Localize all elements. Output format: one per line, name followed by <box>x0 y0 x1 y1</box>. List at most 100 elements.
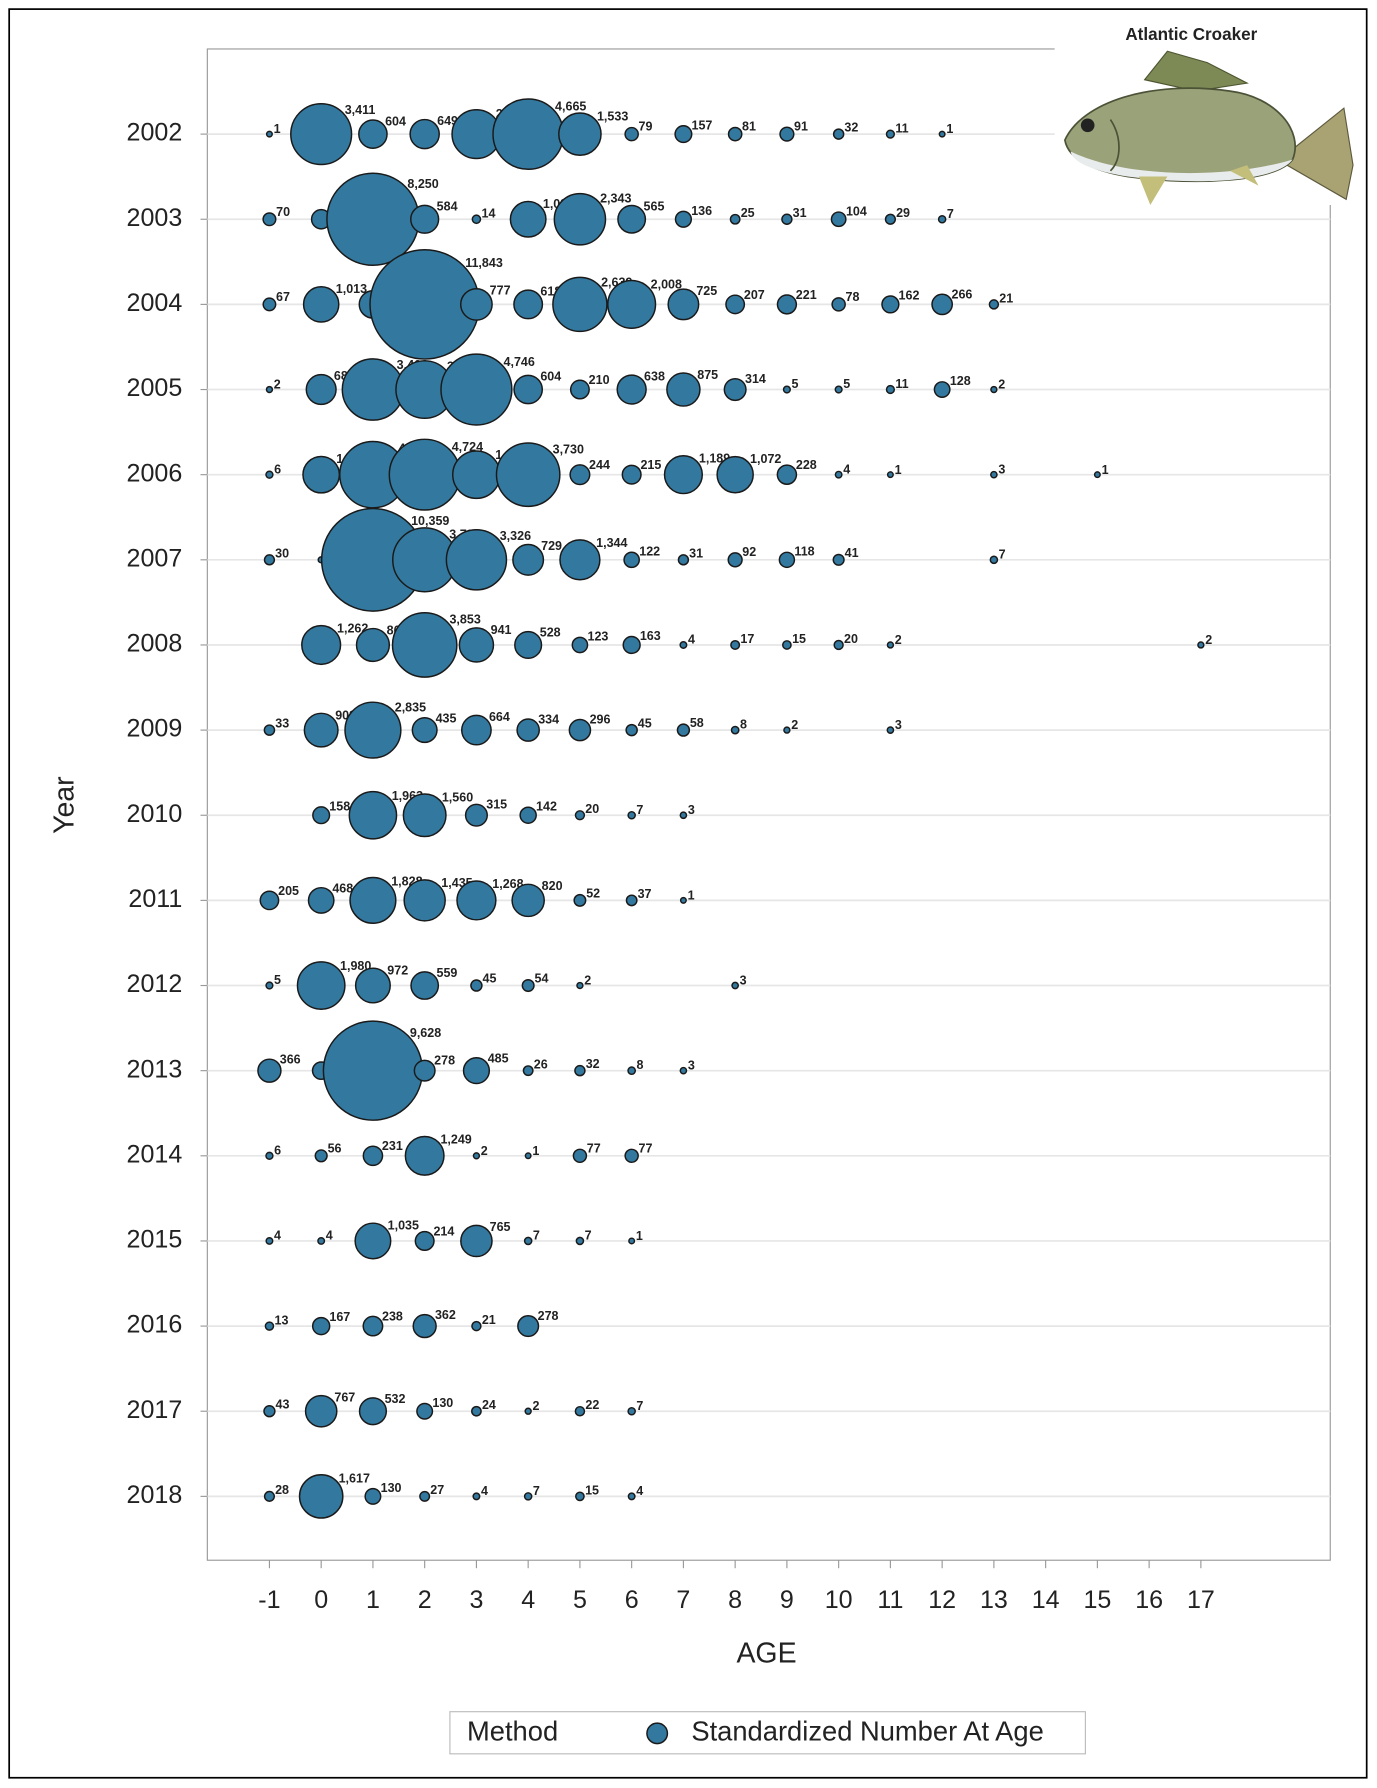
x-tick-label: 3 <box>469 1586 483 1614</box>
data-label: 2 <box>533 1399 540 1413</box>
bubble <box>779 126 795 142</box>
bubble <box>358 119 388 149</box>
data-label: 8 <box>636 1058 643 1072</box>
bubble <box>627 1492 636 1501</box>
bubble <box>470 979 483 992</box>
data-label: 767 <box>334 1390 355 1404</box>
bubble <box>783 726 791 734</box>
bubble <box>617 204 647 234</box>
data-label: 22 <box>585 1398 599 1412</box>
data-label: 231 <box>382 1139 403 1153</box>
bubble <box>723 377 747 402</box>
data-label: 210 <box>589 373 610 387</box>
data-label: 5 <box>792 377 799 391</box>
legend-marker <box>646 1722 669 1745</box>
data-label: 366 <box>280 1053 301 1067</box>
data-label: 81 <box>742 120 756 134</box>
data-label: 136 <box>691 204 712 218</box>
data-label: 2 <box>895 633 902 647</box>
data-label: 315 <box>486 798 507 812</box>
x-tick-label: 2 <box>418 1586 432 1614</box>
x-tick-label: 15 <box>1083 1586 1111 1614</box>
data-label: 7 <box>636 1399 643 1413</box>
data-label: 7 <box>636 803 643 817</box>
data-label: 1 <box>532 1144 539 1158</box>
bubble <box>782 385 791 394</box>
bubble <box>931 293 954 316</box>
bubble <box>667 288 700 321</box>
bubble <box>569 464 591 486</box>
y-tick-label: 2004 <box>127 289 183 317</box>
data-label: 14 <box>482 206 496 220</box>
data-label: 4,665 <box>555 100 586 114</box>
data-label: 24 <box>482 1398 496 1412</box>
x-tick-label: 6 <box>625 1586 639 1614</box>
data-label: 4 <box>326 1229 333 1243</box>
data-label: 167 <box>329 1310 350 1324</box>
bubble <box>512 543 545 576</box>
bubble <box>514 630 543 660</box>
data-label: 25 <box>741 206 755 220</box>
bubble <box>322 1020 424 1121</box>
y-tick-label: 2018 <box>127 1481 183 1509</box>
bubble <box>263 1405 276 1418</box>
x-tick-label: -1 <box>258 1586 280 1614</box>
bubble <box>410 971 440 1000</box>
bubble <box>988 299 1000 310</box>
data-label: 4 <box>481 1484 488 1498</box>
bubble <box>575 1236 585 1246</box>
bubble <box>364 1487 382 1505</box>
bubble <box>571 636 589 654</box>
data-label: 1 <box>895 463 902 477</box>
data-label: 1 <box>1102 463 1109 477</box>
bubble <box>388 438 461 511</box>
fish-title: Atlantic Croaker <box>1125 25 1257 44</box>
bubble <box>781 213 793 225</box>
data-label: 941 <box>491 623 512 637</box>
bubble <box>307 886 335 914</box>
bubble <box>881 295 900 314</box>
data-label: 435 <box>436 712 457 726</box>
data-label: 4 <box>274 1229 281 1243</box>
data-label: 32 <box>844 121 858 135</box>
data-label: 3 <box>688 1059 695 1073</box>
bubble <box>575 1491 585 1502</box>
data-label: 17 <box>740 632 754 646</box>
y-tick-label: 2012 <box>127 970 183 998</box>
data-label: 20 <box>585 802 599 816</box>
legend-items: Standardized Number At Age <box>646 1716 1044 1747</box>
data-label: 8 <box>740 718 747 732</box>
data-label: 163 <box>640 629 661 643</box>
data-label: 3 <box>740 973 747 987</box>
data-label: 27 <box>430 1483 444 1497</box>
bubble <box>524 1152 532 1160</box>
bubble <box>513 374 544 405</box>
data-label: 33 <box>275 717 289 731</box>
bubble <box>464 803 488 827</box>
data-label: 3 <box>688 803 695 817</box>
x-tick-label: 14 <box>1032 1586 1060 1614</box>
data-label: 1,344 <box>596 536 627 550</box>
bubble <box>834 385 843 394</box>
y-tick-label: 2013 <box>127 1055 183 1083</box>
bubble <box>830 211 847 228</box>
data-label: 92 <box>742 545 756 559</box>
y-axis-label: Year <box>49 776 81 834</box>
data-label: 362 <box>435 1308 456 1322</box>
y-tick-label: 2016 <box>127 1311 183 1339</box>
bubble <box>569 379 590 400</box>
bubble <box>628 1237 636 1245</box>
data-label: 4 <box>636 1484 643 1498</box>
data-label: 2,008 <box>651 278 682 292</box>
data-label: 1,560 <box>442 790 473 804</box>
bubble <box>607 279 657 329</box>
data-label: 77 <box>638 1141 652 1155</box>
bubble <box>521 978 535 993</box>
data-label: 468 <box>332 882 353 896</box>
y-tick-label: 2003 <box>127 204 183 232</box>
data-label: 1,980 <box>340 959 371 973</box>
bubble <box>517 1315 540 1338</box>
bubble <box>679 1066 688 1075</box>
data-label: 1,013 <box>336 282 367 296</box>
data-label: 238 <box>382 1309 403 1323</box>
